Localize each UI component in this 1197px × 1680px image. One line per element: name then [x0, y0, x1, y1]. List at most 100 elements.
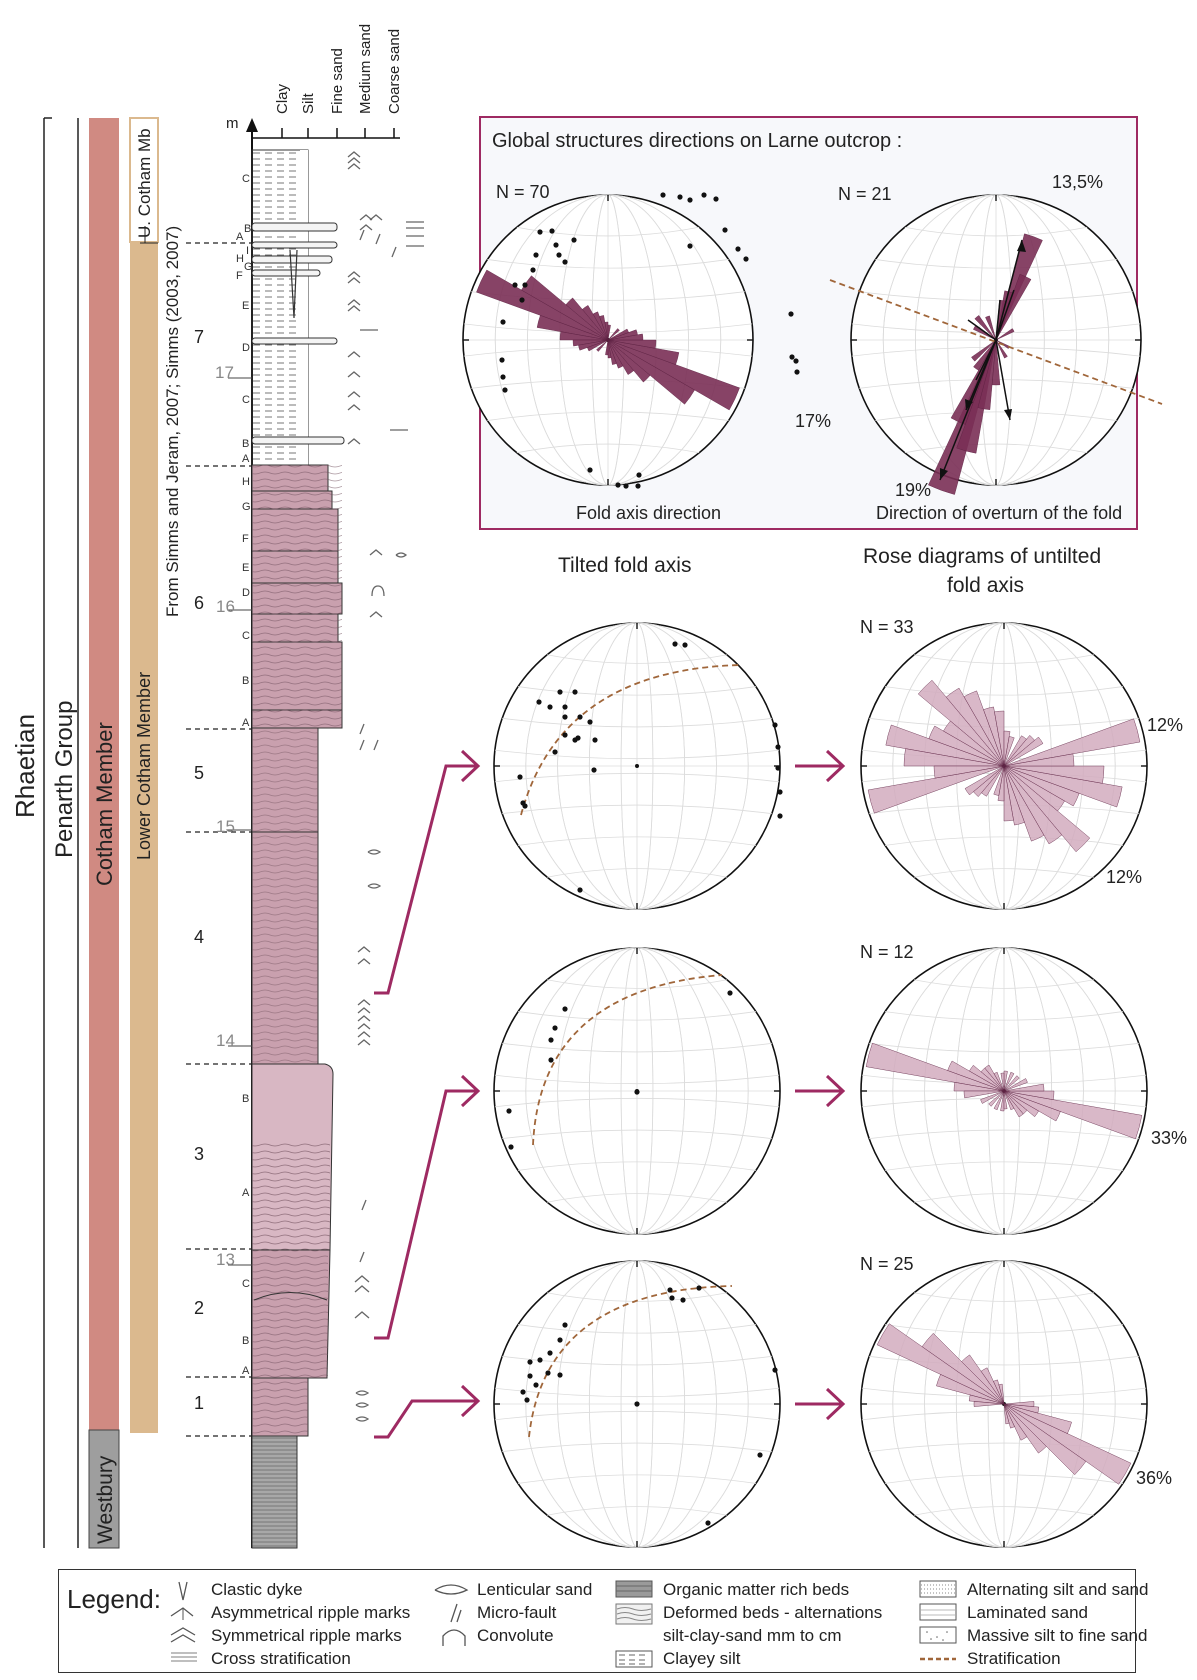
legend-clastic-dyke: Clastic dyke: [211, 1580, 303, 1599]
data-point: [548, 1037, 554, 1043]
data-point: [527, 1359, 533, 1365]
depth-13: 13: [216, 1250, 235, 1269]
subbed-label: A: [242, 1365, 250, 1377]
connector-arrows: [374, 749, 846, 1439]
global-right-caption: Direction of overturn of the fold: [876, 503, 1122, 523]
rose-petal: [993, 1379, 1005, 1405]
rose-petal: [933, 765, 1005, 779]
rose-petal: [536, 315, 609, 341]
data-point: [537, 229, 543, 235]
legend-sym-ripple: Symmetrical ripple marks: [211, 1626, 402, 1645]
asymmetrical-ripple-icon: [170, 1607, 194, 1620]
data-point: [667, 1287, 673, 1293]
rose-header-line1: Rose diagrams of untilted: [863, 545, 1101, 568]
rose-petal: [961, 1354, 1005, 1405]
rose-petal: [973, 1401, 1005, 1407]
overturn-arrowheads: [940, 240, 1026, 480]
data-point: [775, 744, 781, 750]
rose-petal: [865, 1042, 1005, 1092]
rose-petal: [607, 339, 695, 405]
subbed-label: I: [246, 245, 249, 257]
tilted-points: [499, 192, 800, 1526]
global-left-n: N = 70: [496, 182, 550, 202]
data-point: [591, 767, 597, 773]
rose-petal: [582, 305, 609, 341]
lower-cotham-bar: [130, 243, 158, 1433]
subbed-label: C: [242, 630, 250, 642]
rose-petal: [599, 315, 609, 341]
legend-clayey-silt: Clayey silt: [663, 1649, 741, 1668]
subbed-label: C: [242, 173, 250, 185]
grain-label-fine-sand: Fine sand: [329, 48, 346, 114]
rose-petal: [1003, 1403, 1010, 1425]
data-point: [682, 642, 688, 648]
cotham-bar: [89, 118, 119, 1430]
data-point: [587, 467, 593, 473]
rose-petal: [1000, 1090, 1005, 1112]
rose-petal: [983, 706, 1005, 767]
depth-15: 15: [216, 817, 235, 836]
data-point: [527, 1373, 533, 1379]
rose-petal: [994, 710, 1005, 767]
data-point: [545, 1370, 551, 1376]
global-left-caption: Fold axis direction: [576, 503, 721, 523]
organic-beds-icon: [615, 1580, 653, 1598]
data-point: [552, 1025, 558, 1031]
rose-petal: [985, 315, 997, 341]
data-point: [772, 1367, 778, 1373]
data-point: [680, 1297, 686, 1303]
rose-petal: [1003, 718, 1141, 767]
data-point: [743, 256, 749, 262]
subbed-label: B: [242, 1093, 249, 1105]
legend-alternating: Alternating silt and sand: [967, 1580, 1149, 1599]
rose-petal: [1000, 1072, 1005, 1092]
subbed-label: C: [242, 394, 250, 406]
rose-petal: [995, 339, 1008, 359]
rose-petals: [476, 233, 1143, 1485]
rose-petal: [956, 339, 997, 454]
data-point: [587, 719, 593, 725]
subbed-label: H: [236, 253, 244, 265]
rose-petal: [1003, 735, 1027, 767]
data-point: [530, 267, 536, 273]
rose-petal: [1003, 1403, 1015, 1429]
symmetrical-ripple-icon: [170, 1627, 196, 1643]
data-point: [577, 887, 583, 893]
data-point: [775, 765, 781, 771]
data-point: [500, 374, 506, 380]
data-point: [577, 714, 583, 720]
rose-petal: [1003, 765, 1063, 845]
rose-petal: [1003, 1090, 1143, 1140]
data-point: [522, 803, 528, 809]
grain-label-clay: Clay: [274, 83, 291, 114]
data-point: [634, 1401, 640, 1407]
rose3-pct: 36%: [1136, 1468, 1172, 1488]
data-point: [571, 237, 577, 243]
rose-petal: [1003, 1403, 1087, 1475]
laminated-sand-icon: [919, 1603, 957, 1621]
data-point: [735, 246, 741, 252]
data-point: [696, 1285, 702, 1291]
legend-organic: Organic matter rich beds: [663, 1580, 850, 1599]
data-point: [519, 297, 525, 303]
rose-petal: [969, 1065, 1005, 1092]
legend-asym-ripple: Asymmetrical ripple marks: [211, 1603, 411, 1622]
micro-fault-icon: [450, 1603, 462, 1623]
rose-petal: [1003, 1403, 1132, 1485]
data-point: [562, 714, 568, 720]
deformed-beds-icon: [615, 1603, 653, 1625]
data-point: [660, 192, 666, 198]
rose-petal: [1003, 765, 1091, 853]
data-point: [562, 732, 568, 738]
rose-petal: [1003, 1070, 1008, 1092]
rose-petal: [607, 339, 612, 359]
grain-label-coarse-sand: Coarse sand: [386, 29, 403, 114]
rose-petal: [988, 1090, 1005, 1107]
rose-petal: [971, 339, 997, 362]
rose-petal: [607, 328, 620, 341]
data-point: [592, 737, 598, 743]
rose-petal: [1003, 1403, 1072, 1434]
rose-petal: [917, 679, 1005, 767]
legend-massive: Massive silt to fine sand: [967, 1626, 1148, 1645]
rose-petal: [980, 1090, 1005, 1104]
